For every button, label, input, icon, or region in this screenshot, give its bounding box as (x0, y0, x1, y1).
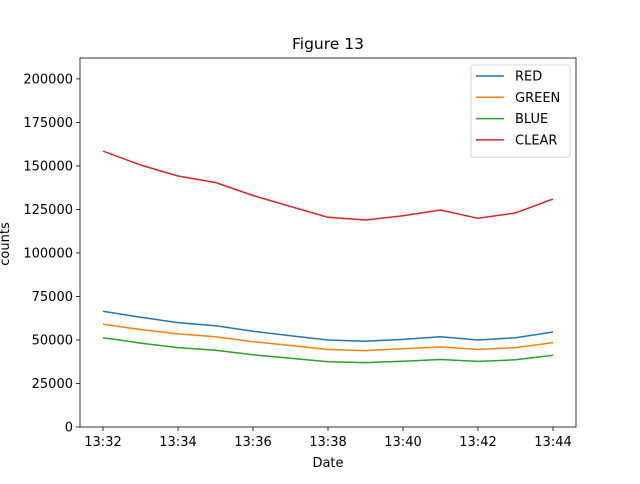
x-axis-label: Date (312, 456, 343, 471)
legend-label-blue: BLUE (515, 112, 548, 127)
y-tick-label: 0 (65, 421, 73, 436)
series-line-blue (102, 336, 554, 364)
plot-area (102, 150, 554, 364)
x-tick-label: 13:42 (459, 435, 496, 450)
y-tick-label: 25000 (32, 377, 73, 392)
axes: 0 25000 50000 75000 100000 125000 150000 175000… (23, 57, 577, 450)
x-tick-label: 13:36 (234, 435, 271, 450)
y-tick-label: 100000 (23, 246, 73, 261)
x-tick-label: 13:44 (534, 435, 571, 450)
y-tick-label: 75000 (32, 290, 73, 305)
legend-label-red: RED (515, 70, 542, 85)
x-tick-label: 13:40 (384, 435, 421, 450)
legend-label-green: GREEN (515, 91, 560, 106)
legend-box (470, 64, 571, 158)
y-tick-label: 175000 (23, 116, 73, 131)
legend: RED GREEN BLUE CLEAR (470, 64, 571, 158)
y-axis-label: counts (0, 222, 13, 266)
y-tick-label: 150000 (23, 159, 73, 174)
y-tick-label: 200000 (23, 72, 73, 87)
y-tick-label: 50000 (32, 333, 73, 348)
y-tick-label: 125000 (23, 203, 73, 218)
legend-label-clear: CLEAR (515, 133, 557, 148)
series-line-red (102, 310, 554, 342)
x-tick-label: 13:38 (309, 435, 346, 450)
series-line-clear (102, 150, 554, 221)
chart-title: Figure 13 (292, 35, 364, 53)
series-line-green (102, 323, 554, 352)
x-tick-label: 13:32 (84, 435, 121, 450)
x-tick-label: 13:34 (159, 435, 196, 450)
